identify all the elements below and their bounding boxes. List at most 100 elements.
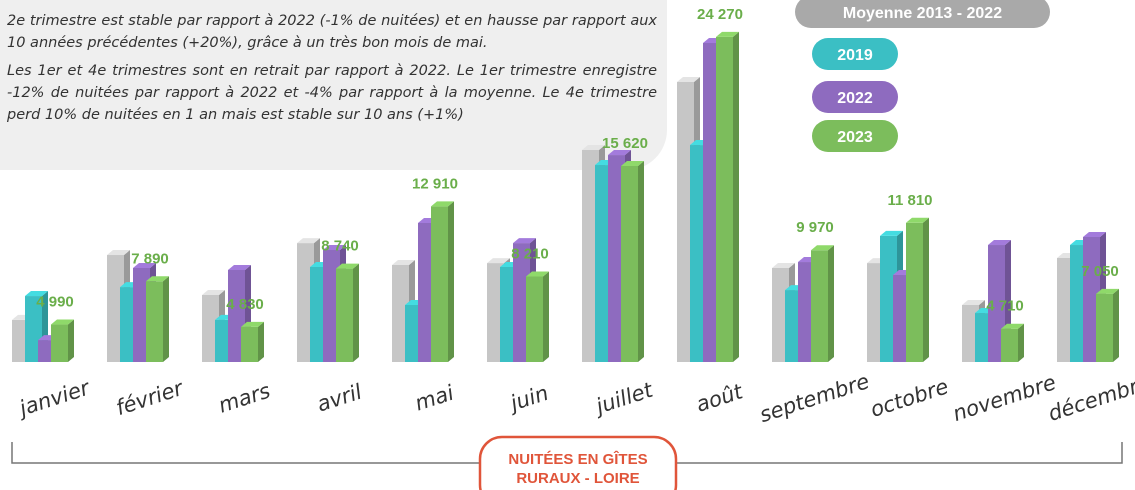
bar [621,160,644,362]
bar-top [962,300,985,306]
bar-front [785,290,802,362]
x-tick-label: mars [216,378,274,417]
bar-front [323,249,340,362]
bar-front [1083,236,1100,362]
bar-front [716,36,733,362]
legend-label: 2019 [837,47,873,64]
bar-front [811,250,828,362]
bar-front [690,145,707,362]
value-label: 4 710 [986,298,1024,315]
value-label: 12 910 [412,175,458,192]
x-tick-label: février [113,376,187,420]
x-tick-label: mai [412,381,457,416]
bar-front [133,268,150,362]
bar-front [107,255,124,362]
bar-front [880,235,897,362]
bar-top [146,276,169,282]
bar [336,263,359,362]
bar-top [1083,231,1106,237]
x-tick-label: août [693,379,746,417]
bar-side [733,31,739,362]
bar-top [513,238,536,244]
bar-front [38,340,55,362]
bar-front [241,326,258,362]
bar-front [431,206,448,362]
value-label: 4 990 [36,294,74,311]
bar-top [133,263,156,269]
bar-front [962,305,979,362]
value-label: 7 890 [131,250,169,267]
bar-side [923,217,929,362]
bar-front [392,265,409,362]
bar-front [202,295,219,362]
bar-front [418,222,435,362]
bar-front [975,313,992,362]
bar-front [582,149,599,362]
legend-swatch [795,0,1050,28]
value-label: 9 970 [796,219,834,236]
bar-top [51,319,74,325]
bar-top [582,144,605,150]
bar-top [431,201,454,207]
bar-front [906,222,923,362]
value-label: 24 270 [697,6,743,23]
bar-front [336,268,353,362]
value-label: 7 050 [1081,263,1119,280]
bar-front [798,262,815,362]
bar-top [772,263,795,269]
bar [1096,288,1119,362]
bar-top [880,230,903,236]
value-label: 15 620 [602,135,648,152]
bar-front [1057,258,1074,362]
bar [716,31,739,362]
bar-top [716,31,739,37]
value-label: 4 830 [226,296,264,313]
bar-front [51,324,68,362]
bar-front [677,81,694,362]
legend-label: 2023 [837,129,873,146]
bar-side [258,321,264,362]
bar-side [543,271,549,362]
bar-side [353,263,359,362]
legend-label: 2022 [837,90,873,107]
legend-swatch [812,81,898,113]
x-tick-label: octobre [867,374,951,422]
bar-side [163,276,169,362]
bar-top [107,250,130,256]
x-tick-label: juin [505,381,552,417]
legend-swatch [812,38,898,70]
bar-top [323,244,346,250]
chart-title: RURAUX - LOIRE [516,470,639,487]
bar-front [867,263,884,362]
x-tick-label: septembre [757,369,873,427]
bar-front [893,275,910,362]
bar-front [405,305,422,362]
bar-front [1096,293,1113,362]
x-tick-label: avril [314,380,365,417]
bar-side [828,245,834,362]
legend-label: Moyenne 2013 - 2022 [843,5,1002,22]
bar-top [677,76,700,82]
x-tick-label: novembre [950,370,1059,426]
value-label: 8 210 [511,246,549,263]
bar [241,321,264,362]
bar-top [487,258,510,264]
bar-top [621,160,644,166]
bar-top [906,217,929,223]
bar-top [297,238,320,244]
bar [146,276,169,362]
bar-front [146,281,163,362]
bar [431,201,454,362]
x-tick-label: juillet [590,378,656,420]
bar-top [526,271,549,277]
bar-top [202,290,225,296]
bar [51,319,74,362]
bar-front [595,165,612,362]
bar-top [1001,323,1024,329]
legend-swatch [812,120,898,152]
x-tick-label: janvier [14,375,94,421]
bar-front [310,266,327,362]
bar-front [988,245,1005,362]
